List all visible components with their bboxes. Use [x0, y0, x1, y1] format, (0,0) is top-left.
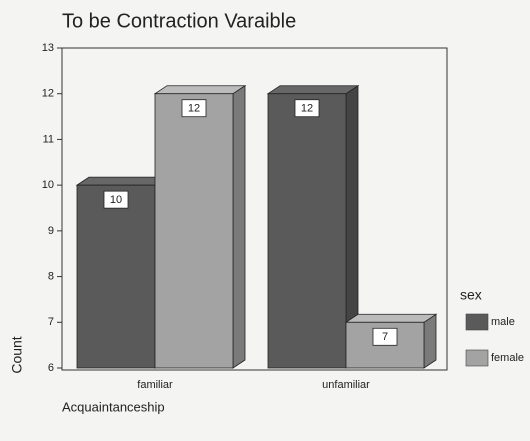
- legend-label: female: [491, 352, 524, 364]
- bar-top: [344, 313, 438, 323]
- y-tick-label: 13: [42, 42, 54, 54]
- bar: [153, 84, 247, 369]
- value-label-box: [294, 99, 320, 118]
- x-axis-label: Acquaintanceship: [62, 399, 165, 414]
- plot-frame: [61, 47, 448, 371]
- legend-title: sex: [460, 287, 482, 303]
- legend-swatch: [465, 349, 489, 367]
- value-label: 12: [301, 103, 313, 115]
- legend-swatch: [465, 313, 489, 331]
- value-label: 10: [110, 194, 122, 206]
- y-tick-label: 9: [48, 225, 54, 237]
- value-label-box: [181, 99, 207, 118]
- y-tick-label: 12: [42, 88, 54, 100]
- bar-side: [232, 84, 246, 369]
- bar-top: [75, 176, 169, 186]
- chart-title: To be Contraction Varaible: [62, 10, 296, 32]
- bar-side: [423, 313, 437, 369]
- value-label: 12: [188, 103, 200, 115]
- y-tick-label: 8: [48, 270, 54, 282]
- bar-top: [266, 85, 360, 95]
- bar-top: [153, 85, 247, 95]
- value-label-box: [372, 327, 398, 346]
- bar-front: [267, 93, 347, 369]
- bar-front: [154, 93, 234, 369]
- x-tick-label: unfamiliar: [322, 379, 370, 391]
- y-tick-label: 10: [42, 179, 54, 191]
- legend-label: male: [491, 316, 515, 328]
- value-label-box: [103, 190, 129, 209]
- bar: [266, 84, 360, 369]
- value-label: 7: [382, 331, 388, 343]
- y-tick-label: 6: [48, 362, 54, 374]
- bar-front: [76, 184, 156, 369]
- y-axis-label: Count: [9, 336, 25, 373]
- y-tick-label: 7: [48, 316, 54, 328]
- y-tick-label: 11: [43, 133, 54, 145]
- x-tick-label: familiar: [137, 379, 173, 391]
